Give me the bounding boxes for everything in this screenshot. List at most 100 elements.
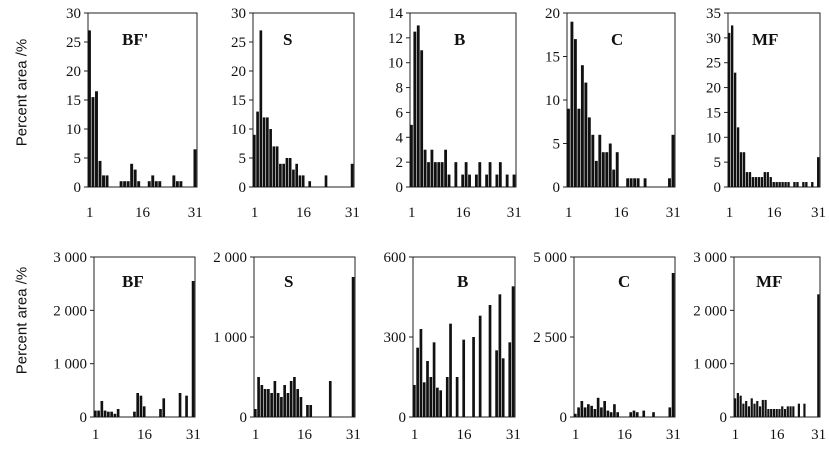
panel-title-1: BF' <box>122 30 148 49</box>
bar-panel-10-x5 <box>745 401 748 417</box>
bar-panel-3-x26 <box>495 174 499 187</box>
bar-panel-10-x21 <box>789 406 792 417</box>
y-tick-label-panel-3: 10 <box>388 56 403 72</box>
bar-panel-2-x23 <box>324 175 328 187</box>
bar-panel-8-x11 <box>445 377 449 417</box>
bar-panel-10-x1 <box>734 398 737 417</box>
y-tick-label-panel-1: 10 <box>66 122 81 138</box>
bar-panel-6-x8 <box>116 409 120 417</box>
bar-panel-5-x11 <box>757 177 761 187</box>
bar-panel-10-x16 <box>775 409 778 417</box>
bar-panel-7-x11 <box>286 393 290 417</box>
bar-panel-8-x5 <box>426 361 429 417</box>
bar-panel-6-x14 <box>136 393 140 417</box>
bar-panel-6-x2 <box>97 410 100 417</box>
y-tick-label-panel-3: 6 <box>396 105 404 121</box>
bar-panel-5-x26 <box>802 182 805 187</box>
y-tick-label-panel-8: 0 <box>399 410 407 426</box>
bar-panel-5-x7 <box>745 172 749 187</box>
bar-panel-10-x19 <box>783 409 787 417</box>
bar-panel-2-x11 <box>285 158 289 187</box>
bar-panel-2-x7 <box>272 146 276 187</box>
y-tick-label-panel-9: 2 500 <box>533 330 567 346</box>
panel-title-6: BF <box>122 272 144 291</box>
bar-panel-9-x3 <box>580 401 584 417</box>
bar-panel-2-x8 <box>275 146 279 187</box>
bar-panel-8-x30 <box>508 342 512 417</box>
bar-panel-3-x18 <box>468 174 471 187</box>
bar-panel-5-x5 <box>739 152 743 187</box>
bar-panel-5-x20 <box>784 182 787 187</box>
x-tick-label-panel-4: 31 <box>666 205 681 221</box>
bar-panel-3-x3 <box>416 25 420 187</box>
bar-panel-10-x31 <box>817 294 820 417</box>
bar-panel-8-x3 <box>419 329 423 417</box>
bar-panel-3-x31 <box>512 174 516 187</box>
bar-panel-4-x10 <box>598 134 602 187</box>
bar-panel-1-x25 <box>172 175 176 187</box>
bar-panel-1-x5 <box>102 175 105 187</box>
bar-panel-7-x6 <box>270 393 273 417</box>
y-tick-label-panel-5: 15 <box>706 105 721 121</box>
x-tick-label-panel-7: 1 <box>252 427 260 443</box>
x-tick-label-panel-6: 31 <box>186 427 201 443</box>
bar-panel-9-x7 <box>593 409 597 417</box>
bar-panel-1-x10 <box>119 181 123 187</box>
bar-panel-9-x6 <box>590 405 593 417</box>
bar-panel-6-x27 <box>178 393 182 417</box>
y-tick-label-panel-6: 1 000 <box>53 357 87 373</box>
bar-panel-10-x13 <box>767 409 770 417</box>
bar-panel-7-x15 <box>299 397 303 417</box>
bar-panel-1-x1 <box>88 30 91 188</box>
bar-panel-4-x20 <box>633 178 637 187</box>
y-tick-label-panel-2: 5 <box>239 151 247 167</box>
bar-panel-1-x18 <box>147 181 151 187</box>
y-tick-label-panel-1: 15 <box>66 93 81 109</box>
bar-panel-9-x19 <box>632 410 636 417</box>
bar-panel-5-x19 <box>781 182 784 187</box>
bar-panel-2-x15 <box>298 175 302 187</box>
bar-panel-5-x2 <box>730 25 734 187</box>
bar-panel-1-x31 <box>193 149 197 187</box>
y-tick-label-panel-5: 20 <box>706 81 721 97</box>
x-tick-label-panel-8: 16 <box>457 427 473 443</box>
bar-panel-1-x26 <box>175 181 179 187</box>
bar-panel-10-x12 <box>764 399 767 417</box>
bar-panel-3-x29 <box>505 174 509 187</box>
bar-panel-6-x4 <box>103 410 107 417</box>
y-tick-label-panel-10: 0 <box>720 410 728 426</box>
y-tick-label-panel-7: 1 000 <box>213 330 247 346</box>
bar-panel-10-x4 <box>742 403 745 417</box>
x-tick-label-panel-8: 1 <box>411 427 419 443</box>
bar-panel-2-x6 <box>269 129 272 187</box>
bar-panel-2-x9 <box>279 163 282 187</box>
bar-panel-6-x15 <box>139 395 143 417</box>
bar-panel-9-x5 <box>587 404 590 417</box>
bar-panel-7-x12 <box>289 381 293 417</box>
y-tick-label-panel-6: 0 <box>80 410 88 426</box>
bar-panel-7-x3 <box>260 385 264 417</box>
bar-panel-3-x24 <box>488 162 492 187</box>
bar-panel-4-x11 <box>601 152 605 187</box>
bar-panel-8-x28 <box>501 358 505 417</box>
bar-panel-10-x26 <box>803 403 806 417</box>
bar-panel-5-x12 <box>760 177 764 187</box>
bar-panel-9-x10 <box>603 401 606 417</box>
bar-panel-6-x29 <box>185 395 188 417</box>
bar-panel-8-x12 <box>449 323 452 417</box>
bar-panel-2-x10 <box>282 163 285 187</box>
bar-panel-5-x27 <box>805 182 808 187</box>
bar-panel-9-x31 <box>671 273 675 417</box>
y-tick-label-panel-1: 20 <box>66 64 81 80</box>
bar-panel-3-x4 <box>420 50 424 188</box>
bar-panel-5-x29 <box>811 182 814 187</box>
bar-panel-10-x18 <box>781 406 784 417</box>
bar-panel-7-x2 <box>257 377 260 417</box>
bar-panel-2-x3 <box>259 30 263 188</box>
bar-panel-4-x14 <box>612 169 616 187</box>
bar-panel-6-x22 <box>162 398 166 417</box>
y-tick-label-panel-6: 3 000 <box>53 250 87 266</box>
bar-panel-7-x8 <box>276 393 280 417</box>
y-tick-label-panel-3: 2 <box>396 155 404 171</box>
bar-panel-7-x31 <box>351 277 355 417</box>
